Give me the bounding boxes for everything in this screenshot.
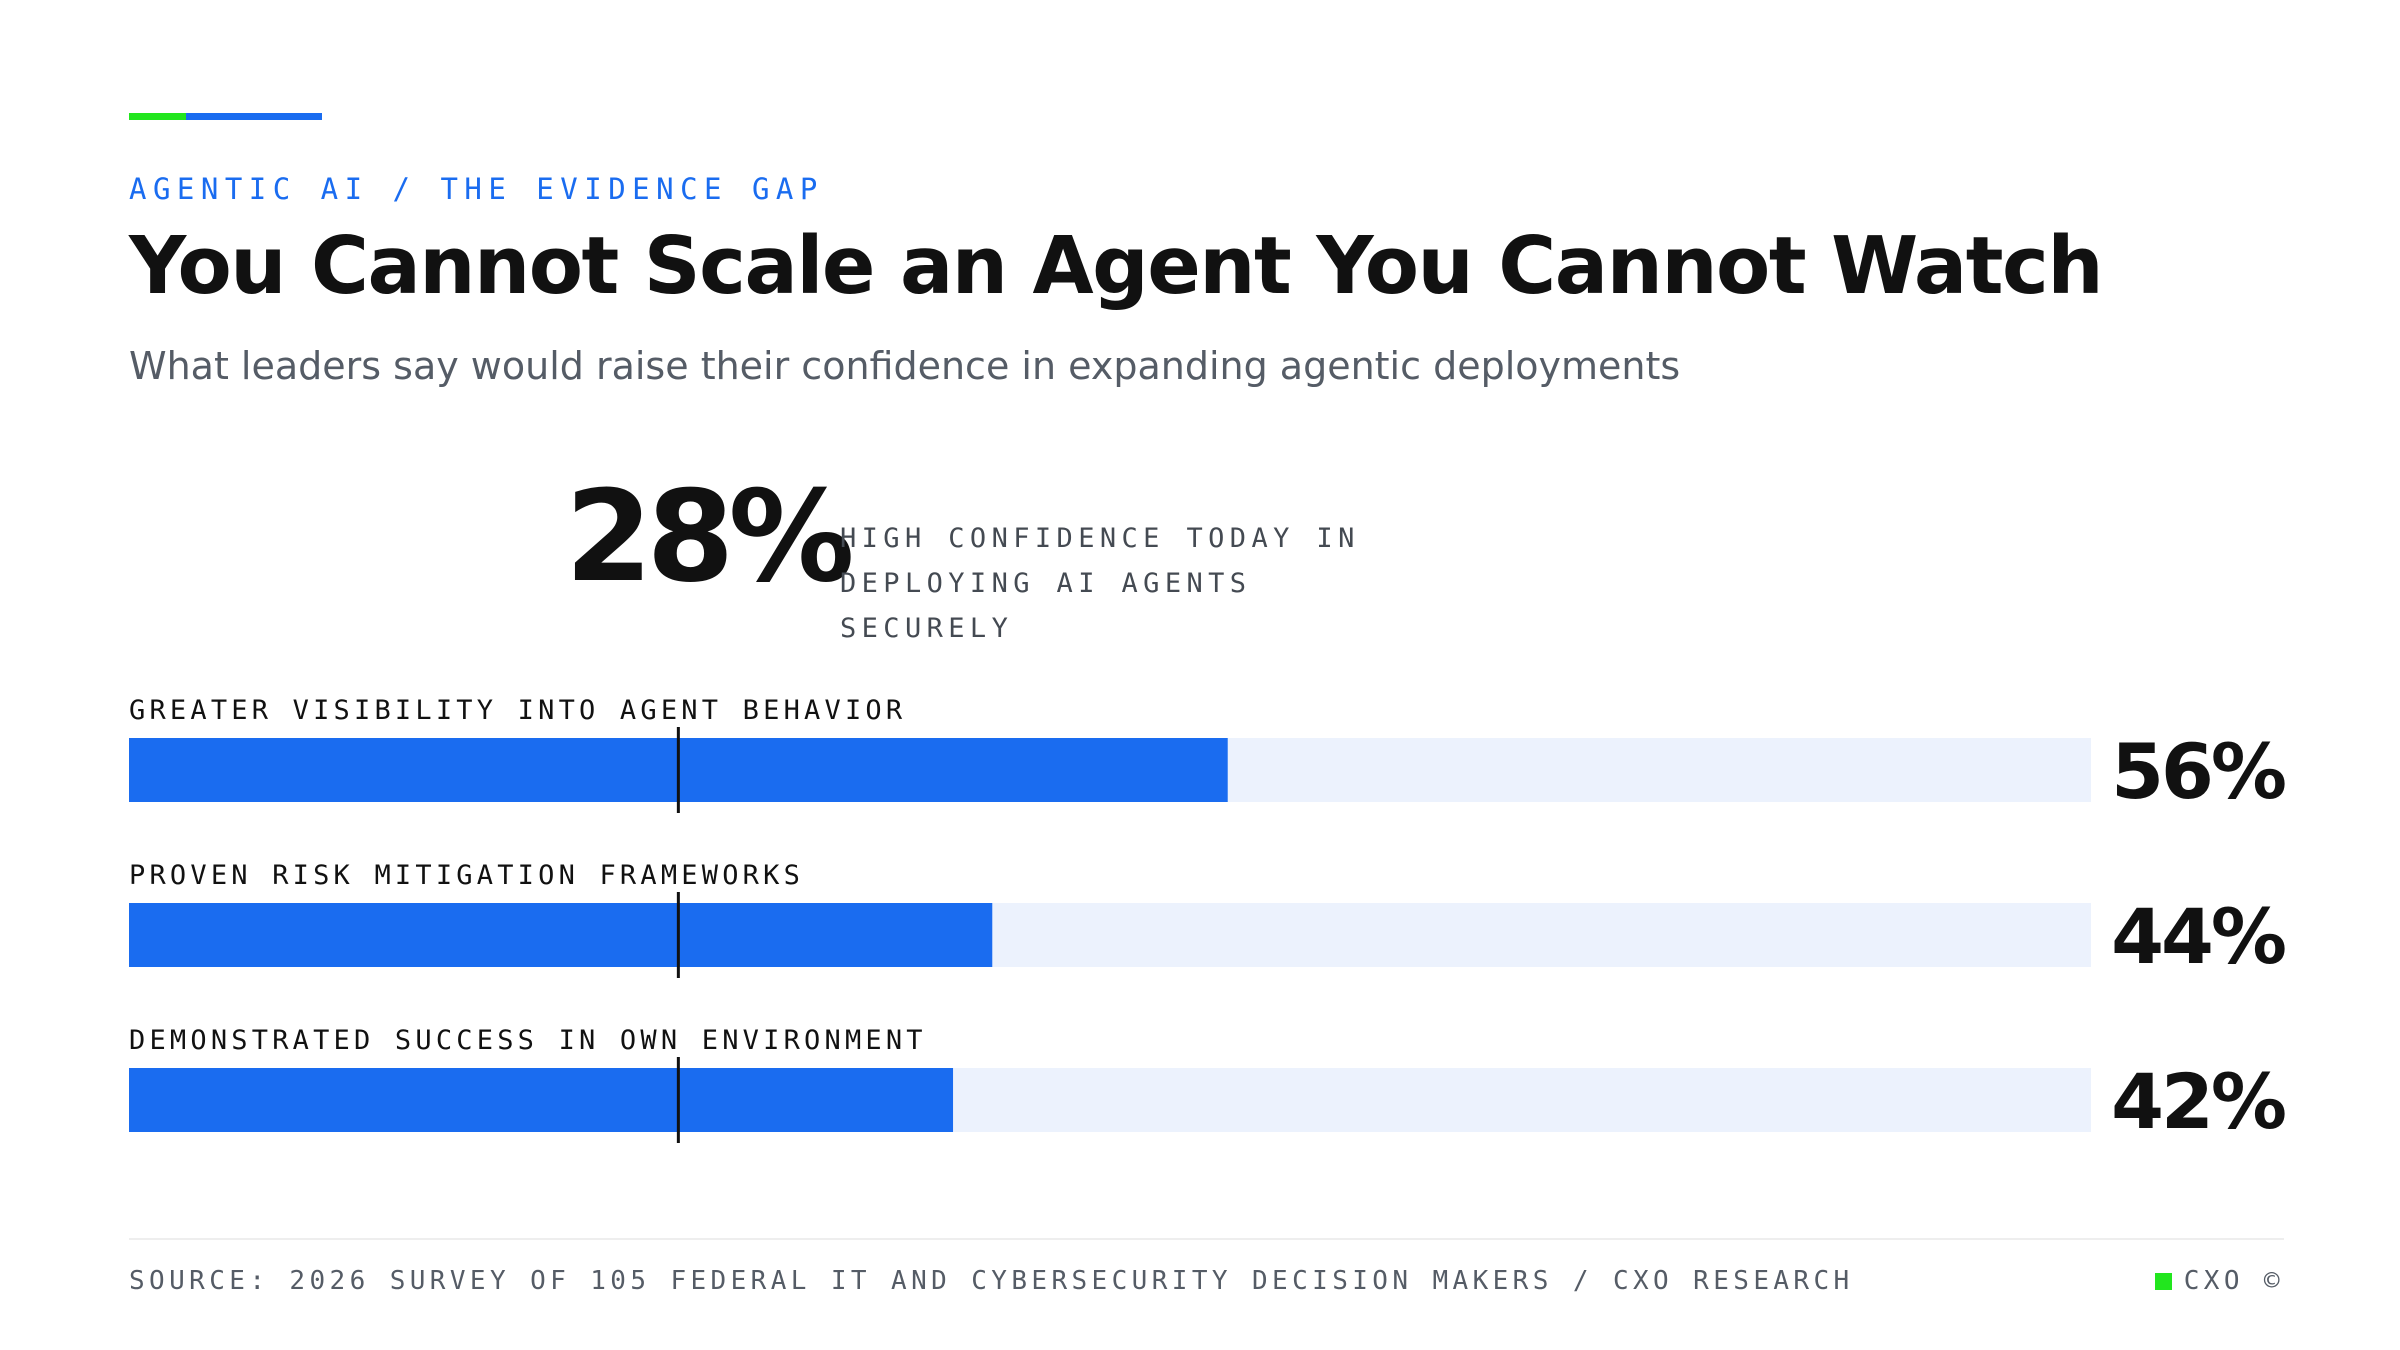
brand-square-icon (2154, 1272, 2172, 1290)
bar-value-label: 56% (2111, 727, 2285, 816)
bar-value-label: 44% (2111, 892, 2285, 981)
brand-text: CXO © (2183, 1266, 2284, 1296)
chart-title: You Cannot Scale an Agent You Cannot Wat… (129, 220, 2104, 312)
bar (129, 903, 993, 967)
bar-value-label: 42% (2111, 1057, 2285, 1146)
bar-category-label: GREATER VISIBILITY INTO AGENT BEHAVIOR (129, 695, 906, 726)
bar (129, 1068, 954, 1132)
eyebrow-label: AGENTIC AI / THE EVIDENCE GAP (129, 172, 824, 206)
source-note: SOURCE: 2026 SURVEY OF 105 FEDERAL IT AN… (129, 1266, 1854, 1296)
accent-bar-green (129, 113, 186, 120)
chart-subtitle: What leaders say would raise their confi… (129, 344, 1681, 388)
footer-divider (129, 1238, 2284, 1240)
accent-bar-blue (186, 113, 322, 120)
bar-category-label: DEMONSTRATED SUCCESS IN OWN ENVIRONMENT (129, 1025, 927, 1056)
kpi-label-line1: HIGH CONFIDENCE TODAY IN (840, 523, 1360, 554)
bar-category-label: PROVEN RISK MITIGATION FRAMEWORKS (129, 860, 804, 891)
kpi-label-line2: DEPLOYING AI AGENTS SECURELY (840, 568, 1252, 644)
brand-mark: CXO © (2154, 1266, 2284, 1296)
kpi-label: HIGH CONFIDENCE TODAY IN DEPLOYING AI AG… (840, 516, 1400, 651)
kpi-value: 28% (565, 463, 855, 610)
